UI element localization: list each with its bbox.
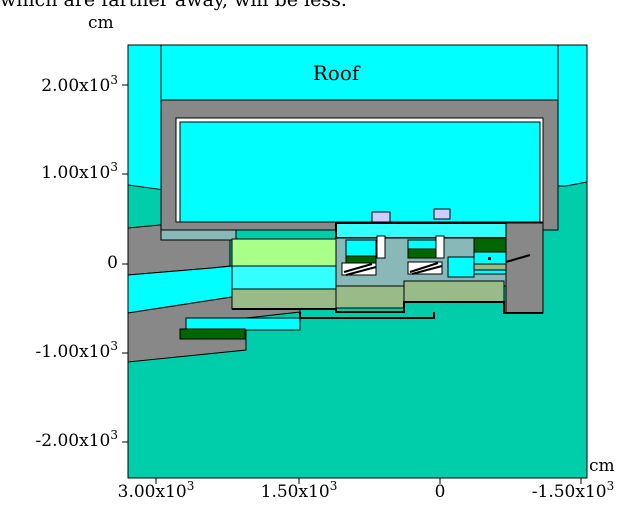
roof-label: Roof (313, 61, 361, 85)
x-tick-label: 0 (434, 482, 446, 502)
small-pillar (376, 235, 386, 259)
floor-outline (232, 301, 543, 314)
hall-cavern (179, 121, 541, 223)
lavender-box (371, 211, 391, 223)
x-tick-label: 1.50x103 (260, 479, 338, 502)
marker (488, 257, 491, 260)
y-tick-label: -2.00x103 (35, 428, 118, 451)
page-caption-fragment: which are farther away, will be less. (0, 0, 347, 11)
lavender-box (433, 208, 451, 220)
y-tick-label: 1.00x103 (41, 160, 118, 183)
x-tick-label: -1.50x103 (531, 479, 615, 502)
hatch-line (409, 262, 439, 273)
plot-frame (127, 44, 588, 479)
cyan-block (231, 265, 337, 291)
upper-platform (335, 222, 514, 239)
sage-block (231, 288, 337, 310)
detector-cell (345, 239, 377, 258)
right-concrete (505, 222, 544, 314)
y-tick-label: 0 (107, 253, 118, 273)
y-tick-label: 2.00x103 (41, 73, 118, 96)
floor-outline (299, 312, 435, 319)
sage-block (403, 280, 505, 303)
x-tick-label: 3.00x103 (117, 479, 195, 502)
detector-cell (447, 256, 475, 278)
small-pillar (435, 235, 445, 259)
base-block (160, 229, 237, 241)
sage-block (335, 285, 405, 309)
hatch-line (343, 263, 373, 273)
right-green-bar (473, 237, 507, 253)
right-cyan-cell (473, 251, 507, 275)
y-axis-unit: cm (88, 13, 114, 33)
lime-block (231, 238, 337, 268)
lower-cyan-strip (185, 317, 301, 331)
x-axis-unit: cm (589, 456, 615, 476)
y-tick-label: -1.00x103 (35, 339, 118, 362)
hatch-line (345, 266, 377, 276)
right-sage-bar (473, 263, 507, 271)
detector-green-bar (407, 248, 439, 259)
beam-line (505, 254, 531, 263)
lower-green-slab (179, 328, 246, 340)
hatch-line (411, 265, 443, 275)
